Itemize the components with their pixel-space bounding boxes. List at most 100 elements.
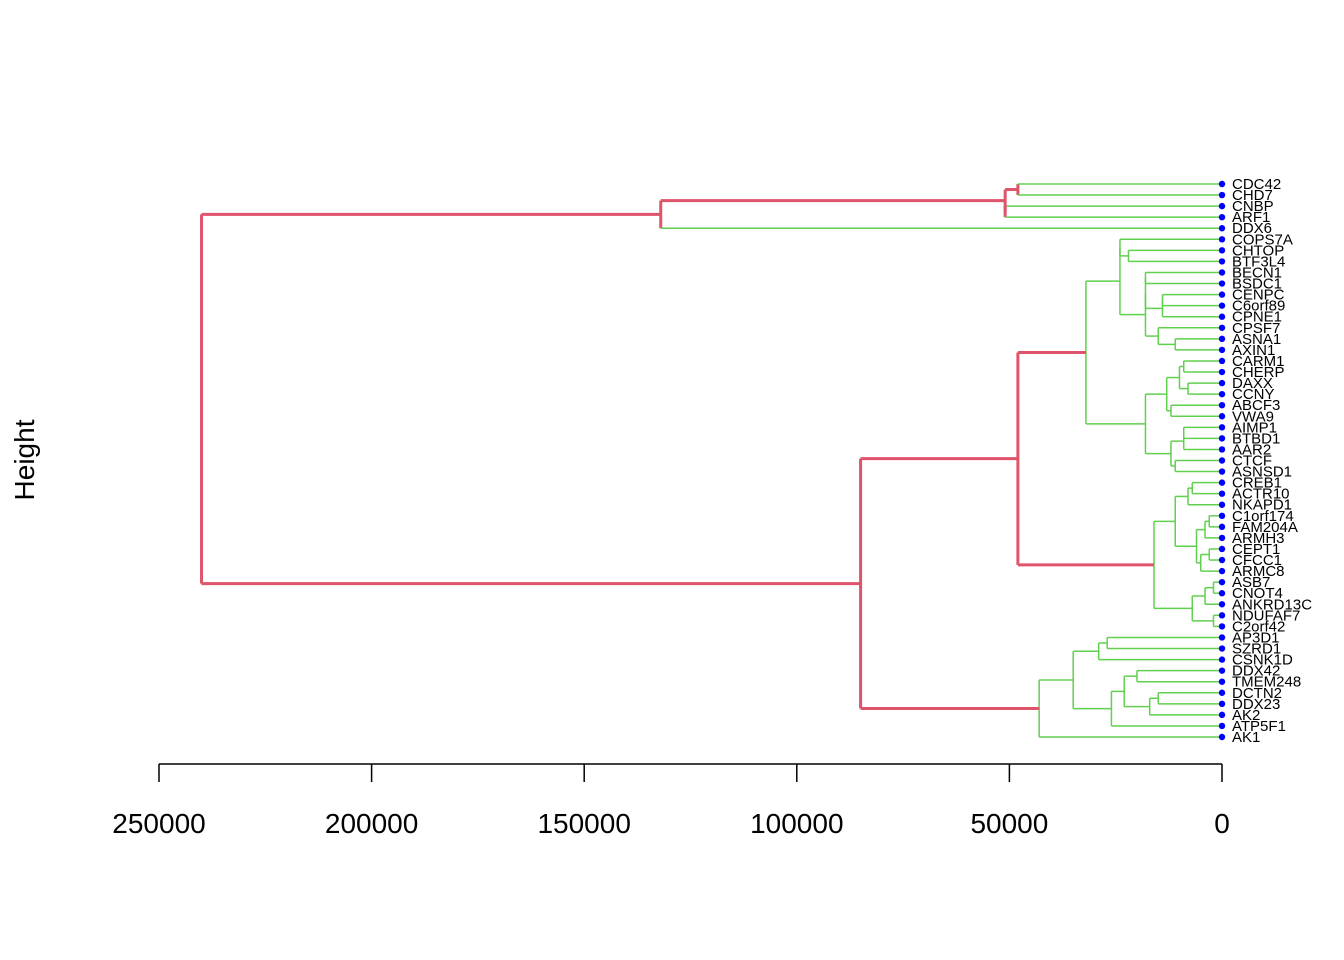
leaf-label-cherp: CHERP	[1232, 364, 1285, 381]
leaf-label-creb1: CREB1	[1232, 475, 1282, 492]
x-axis: 250000 200000 150000 100000 50000 0	[112, 763, 1230, 839]
leaf-label-atp5f1: ATP5F1	[1232, 718, 1286, 735]
leaf-point-cherp	[1218, 368, 1226, 376]
leaf-point-aimp1	[1218, 424, 1226, 431]
leaf-point-cdc42	[1218, 180, 1226, 188]
leaf-point-csnk1d	[1218, 656, 1226, 663]
leaf-point-chd7	[1218, 191, 1226, 199]
leaf-point-asb7	[1218, 578, 1226, 586]
leaf-label-asb7: ASB7	[1232, 574, 1270, 591]
leaf-point-ap3d1	[1218, 634, 1226, 641]
leaf-label-asna1: ASNA1	[1232, 331, 1281, 348]
leaf-point-c6orf89	[1218, 302, 1226, 309]
leaf-point-chtop	[1218, 247, 1226, 254]
leaf-label-aimp1: AIMP1	[1232, 419, 1277, 436]
leaf-point-cept1	[1218, 545, 1226, 553]
leaf-label-cnot4: CNOT4	[1232, 585, 1283, 602]
x-axis-tick-label-250000: 250000	[112, 808, 205, 839]
leaf-point-cnot4	[1218, 590, 1226, 597]
leaf-point-arf1	[1218, 213, 1226, 221]
leaf-label-ap3d1: AP3D1	[1232, 629, 1280, 646]
x-axis-tick-label-150000: 150000	[537, 808, 630, 839]
leaf-label-btf3l4: BTF3L4	[1232, 253, 1285, 270]
leaf-point-armh3	[1218, 534, 1226, 542]
leaf-point-dctn2	[1218, 689, 1226, 696]
leaf-point-cpsf7	[1218, 324, 1226, 331]
leaf-label-bsdc1: BSDC1	[1232, 276, 1282, 293]
leaf-label-carm1: CARM1	[1232, 353, 1285, 370]
leaf-point-cenpc	[1218, 291, 1226, 298]
leaf-point-ak1	[1218, 733, 1226, 741]
leaf-label-chtop: CHTOP	[1232, 242, 1284, 259]
leaf-point-cops7a	[1218, 236, 1226, 243]
leaf-label-asnsd1: ASNSD1	[1232, 464, 1292, 481]
leaf-point-axin1	[1218, 346, 1226, 354]
leaf-point-szrd1	[1218, 645, 1226, 652]
leaf-label-ddx42: DDX42	[1232, 663, 1280, 680]
leaf-point-asna1	[1218, 335, 1226, 343]
leaf-label-ccny: CCNY	[1232, 386, 1275, 403]
leaf-label-vwa9: VWA9	[1232, 408, 1274, 425]
leaf-point-cnbp	[1218, 202, 1226, 210]
leaf-label-aar2: AAR2	[1232, 441, 1271, 458]
leaf-label-ndufaf7: NDUFAF7	[1232, 607, 1300, 624]
leaf-label-fam204a: FAM204A	[1232, 519, 1298, 536]
leaf-point-tmem248	[1218, 678, 1226, 685]
leaf-point-atp5f1	[1218, 722, 1226, 730]
leaf-label-becn1: BECN1	[1232, 264, 1282, 281]
x-axis-tick-label-0: 0	[1214, 808, 1230, 839]
leaf-point-armc8	[1218, 567, 1226, 575]
leaf-label-actr10: ACTR10	[1232, 486, 1290, 503]
leaf-label-c2orf42: C2orf42	[1232, 618, 1285, 635]
x-axis-tick-label-200000: 200000	[325, 808, 418, 839]
leaf-label-armh3: ARMH3	[1232, 530, 1285, 547]
leaf-label-ddx6: DDX6	[1232, 220, 1272, 237]
leaf-label-daxx: DAXX	[1232, 375, 1273, 392]
leaf-label-cdc42: CDC42	[1232, 176, 1281, 193]
leaf-label-ak2: AK2	[1232, 707, 1260, 724]
leaf-label-ctcf: CTCF	[1232, 453, 1272, 470]
leaf-point-daxx	[1218, 379, 1226, 387]
leaf-label-armc8: ARMC8	[1232, 563, 1285, 580]
leaf-label-abcf3: ABCF3	[1232, 397, 1280, 414]
leaf-point-creb1	[1218, 479, 1226, 486]
leaf-label-ddx23: DDX23	[1232, 696, 1280, 713]
leaf-label-ankrd13c: ANKRD13C	[1232, 596, 1312, 613]
leaf-label-c6orf89: C6orf89	[1232, 298, 1285, 315]
leaf-point-c1orf174	[1218, 512, 1226, 519]
leaf-label-dctn2: DCTN2	[1232, 685, 1282, 702]
leaf-point-fam204a	[1218, 523, 1226, 531]
leaf-point-ccny	[1218, 390, 1226, 398]
leaf-point-carm1	[1218, 357, 1226, 365]
leaf-label-nkapd1: NKAPD1	[1232, 497, 1292, 514]
leaf-point-abcf3	[1218, 402, 1226, 409]
leaf-label-szrd1: SZRD1	[1232, 641, 1281, 658]
leaf-label-cpne1: CPNE1	[1232, 309, 1282, 326]
leaf-label-c1orf174: C1orf174	[1232, 508, 1294, 525]
leaf-label-cnbp: CNBP	[1232, 198, 1274, 215]
leaf-label-tmem248: TMEM248	[1232, 674, 1301, 691]
leaf-point-btf3l4	[1218, 258, 1226, 265]
leaf-point-ankrd13c	[1218, 601, 1226, 608]
leaf-point-vwa9	[1218, 413, 1226, 420]
leaf-label-cpsf7: CPSF7	[1232, 320, 1280, 337]
leaf-point-ak2	[1218, 711, 1226, 719]
leaf-point-bsdc1	[1218, 280, 1226, 287]
leaf-label-ak1: AK1	[1232, 729, 1260, 746]
leaf-label-cenpc: CENPC	[1232, 287, 1285, 304]
leaf-point-ddx6	[1218, 225, 1226, 232]
leaf-point-btbd1	[1218, 435, 1226, 442]
leaf-label-cfcc1: CFCC1	[1232, 552, 1282, 569]
leaf-label-cops7a: COPS7A	[1232, 231, 1293, 248]
leaf-label-axin1: AXIN1	[1232, 342, 1275, 359]
leaf-label-btbd1: BTBD1	[1232, 430, 1280, 447]
leaf-point-becn1	[1218, 269, 1226, 276]
leaf-point-ndufaf7	[1218, 612, 1226, 619]
leaf-label-arf1: ARF1	[1232, 209, 1270, 226]
leaf-point-aar2	[1218, 446, 1226, 453]
leaf-label-csnk1d: CSNK1D	[1232, 652, 1293, 669]
leaf-point-ddx23	[1218, 700, 1226, 708]
leaf-point-nkapd1	[1218, 501, 1226, 508]
leaf-point-ctcf	[1218, 457, 1226, 464]
